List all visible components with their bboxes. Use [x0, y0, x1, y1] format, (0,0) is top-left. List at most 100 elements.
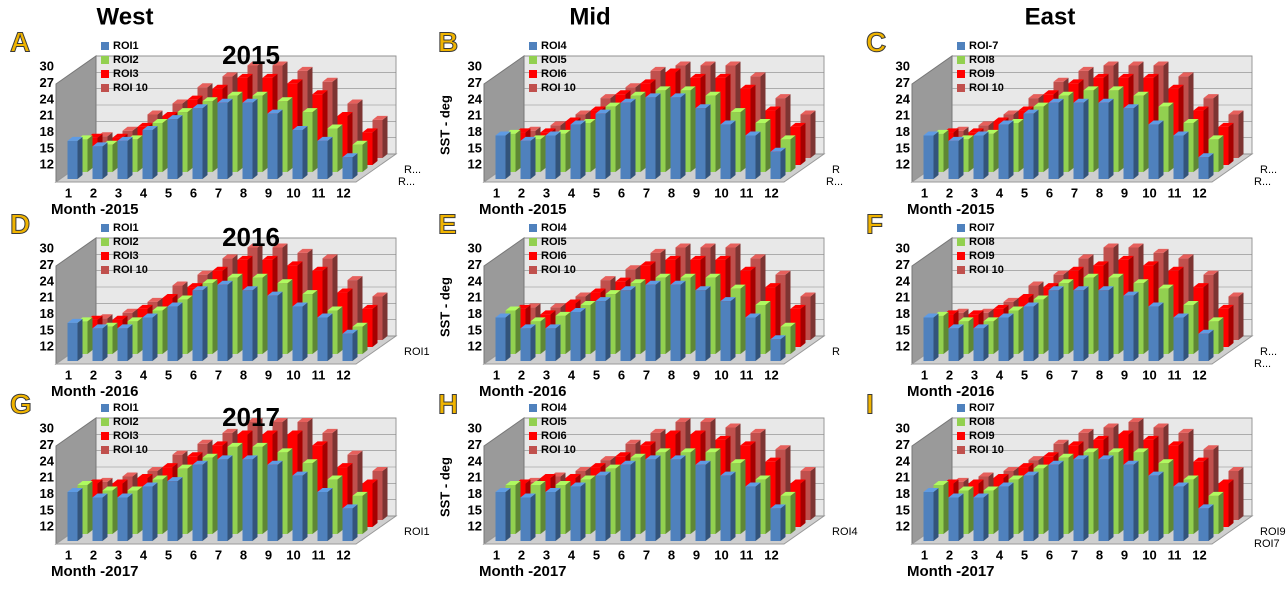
x-tick-label: 4 — [140, 185, 148, 200]
bar-side — [780, 147, 786, 179]
bar-side — [505, 131, 511, 179]
bar-front — [67, 322, 78, 361]
bar-top — [372, 115, 388, 120]
bar-top — [770, 504, 786, 509]
x-tick-label: 7 — [215, 547, 222, 562]
bar-front — [317, 317, 328, 361]
bar-top — [1198, 329, 1214, 334]
bar-top — [1173, 482, 1189, 487]
bar-side — [565, 129, 571, 172]
bar-side — [993, 317, 999, 354]
bar-top — [923, 131, 939, 136]
bar-side — [1108, 286, 1114, 361]
bar-top — [530, 317, 546, 322]
bar-top — [948, 136, 964, 141]
bar-top — [287, 79, 303, 84]
legend-label: ROI4 — [541, 40, 568, 52]
bar-front — [1198, 508, 1209, 541]
bar — [520, 493, 536, 541]
y-tick-label: 24 — [40, 453, 55, 468]
bar-side — [605, 471, 611, 541]
bar — [167, 477, 183, 541]
y-tick-label: 18 — [468, 306, 482, 321]
bar-top — [92, 142, 108, 147]
bar-front — [948, 497, 959, 541]
bar-top — [605, 464, 621, 469]
bar-top — [1193, 283, 1209, 288]
y-tick-label: 27 — [40, 75, 54, 90]
bar-side — [382, 467, 388, 520]
bar — [770, 335, 786, 361]
panel-label: G — [10, 388, 32, 419]
bar-top — [505, 306, 521, 311]
x-tick-label: 5 — [1021, 185, 1028, 200]
bar-top — [670, 280, 686, 285]
x-tick-label: 4 — [996, 367, 1004, 382]
legend-swatch — [957, 266, 965, 274]
bar-top — [1018, 294, 1034, 298]
y-tick-label: 18 — [468, 124, 482, 139]
bar-top — [212, 266, 228, 271]
bar-top — [192, 104, 208, 109]
bar-top — [620, 98, 636, 103]
bar-top — [1073, 455, 1089, 460]
bar-front — [670, 284, 681, 361]
bar-front — [570, 486, 581, 541]
y-tick-label: 15 — [468, 140, 482, 155]
bar-top — [680, 448, 696, 453]
bar-top — [1198, 153, 1214, 158]
bar-side — [540, 481, 546, 534]
bar-top — [620, 286, 636, 291]
bar-top — [352, 491, 368, 496]
bar-front — [570, 124, 581, 179]
bar-top — [1023, 109, 1039, 114]
bar — [292, 126, 308, 179]
bar-top — [645, 280, 661, 285]
bar-top — [655, 273, 671, 278]
bar-front — [998, 124, 1009, 179]
bar-top — [665, 255, 681, 260]
bar-top — [958, 486, 974, 491]
bar — [620, 286, 636, 361]
bar-side — [1133, 291, 1139, 361]
x-tick-label: 1 — [65, 547, 72, 562]
y-tick-label: 12 — [40, 339, 54, 354]
bar-top — [730, 284, 746, 289]
bar-side — [252, 98, 258, 179]
y-tick-label: 24 — [468, 273, 483, 288]
bar-side — [640, 453, 646, 534]
bar-top — [1098, 286, 1114, 291]
bar-front — [342, 508, 353, 541]
bar-top — [575, 110, 591, 115]
x-tick-label: 10 — [714, 185, 728, 200]
bar-side — [1168, 284, 1174, 354]
bar-top — [1183, 475, 1199, 480]
bar-side — [127, 324, 133, 361]
x-tick-label: 5 — [165, 367, 172, 382]
bar — [1048, 460, 1064, 541]
bar-side — [1228, 304, 1234, 347]
bar-top — [745, 313, 761, 318]
bar-top — [1148, 302, 1164, 307]
bar — [1173, 313, 1189, 361]
bar-top — [1023, 302, 1039, 307]
bar-front — [1173, 317, 1184, 361]
bar-side — [515, 306, 521, 354]
bar-top — [550, 303, 566, 308]
x-tick-label: 3 — [543, 185, 550, 200]
legend-swatch — [957, 252, 965, 260]
bar-top — [695, 286, 711, 291]
bar-top — [277, 97, 293, 102]
bar-front — [695, 290, 706, 361]
bar-top — [775, 445, 791, 450]
y-tick-label: 15 — [40, 502, 54, 517]
bar-top — [998, 120, 1014, 125]
bar-top — [790, 122, 806, 127]
bar-side — [530, 136, 536, 179]
bar-top — [1098, 455, 1114, 460]
x-tick-label: 11 — [1168, 367, 1182, 382]
bar-side — [933, 131, 939, 179]
bar — [770, 147, 786, 179]
bar-side — [555, 324, 561, 361]
